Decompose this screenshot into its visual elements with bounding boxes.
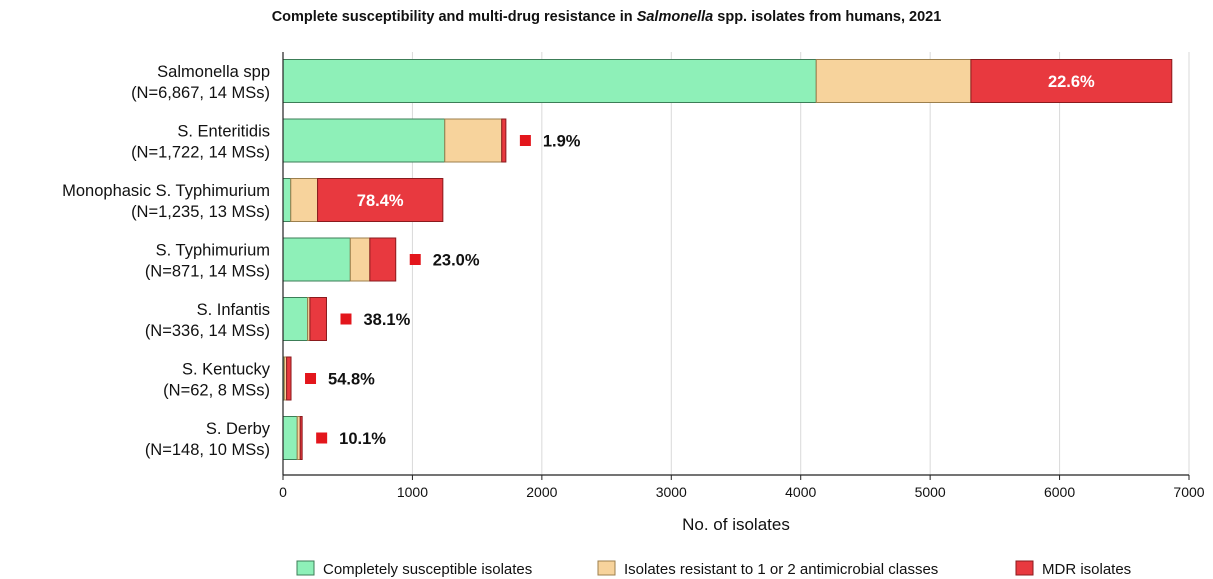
- mdr-marker: [305, 373, 316, 384]
- bar-segment: [287, 357, 291, 400]
- legend-item[interactable]: Isolates resistant to 1 or 2 antimicrobi…: [598, 561, 938, 578]
- category-detail: (N=871, 14 MSs): [145, 263, 270, 281]
- bar-segment: [283, 119, 445, 162]
- category-detail: (N=62, 8 MSs): [163, 382, 270, 400]
- bar-segment: [283, 238, 350, 281]
- mdr-percent-label: 54.8%: [328, 371, 375, 389]
- x-tick-label: 5000: [915, 484, 946, 500]
- x-tick-label: 6000: [1044, 484, 1075, 500]
- mdr-marker: [410, 254, 421, 265]
- mdr-percent-label: 10.1%: [339, 430, 386, 448]
- legend-swatch: [598, 561, 615, 575]
- x-tick-label: 1000: [397, 484, 428, 500]
- mdr-marker: [340, 314, 351, 325]
- bar-segment: [291, 179, 318, 222]
- mdr-percent-label: 23.0%: [433, 252, 480, 270]
- bar-segment: [283, 60, 816, 103]
- bar-segment: [283, 298, 308, 341]
- category-name: S. Typhimurium: [156, 242, 270, 260]
- gridlines: [412, 52, 1189, 475]
- legend[interactable]: Completely susceptible isolates Isolates …: [297, 561, 1131, 578]
- legend-item[interactable]: MDR isolates: [1016, 561, 1131, 578]
- bar-segment: [502, 119, 506, 162]
- legend-label: MDR isolates: [1042, 561, 1131, 578]
- bar-segment: [283, 417, 297, 460]
- x-tick-label: 7000: [1173, 484, 1204, 500]
- category-name: Salmonella spp: [157, 63, 270, 81]
- bar-segment: [445, 119, 502, 162]
- legend-swatch: [1016, 561, 1033, 575]
- bar-segment: [370, 238, 396, 281]
- mdr-marker: [520, 135, 531, 146]
- category-detail: (N=148, 10 MSs): [145, 441, 270, 459]
- legend-label: Completely susceptible isolates: [323, 561, 532, 578]
- bar-segment: [816, 60, 971, 103]
- x-tick-label: 0: [279, 484, 287, 500]
- category-labels: Salmonella spp (N=6,867, 14 MSs) S. Enteri…: [62, 63, 271, 459]
- bar-segment: [300, 417, 302, 460]
- category-name: S. Infantis: [197, 301, 270, 319]
- mdr-percent-label: 78.4%: [357, 192, 404, 210]
- category-name: S. Kentucky: [182, 361, 271, 379]
- bar-segment: [310, 298, 327, 341]
- bar-segment: [350, 238, 370, 281]
- mdr-percent-label: 38.1%: [363, 311, 410, 329]
- legend-item[interactable]: Completely susceptible isolates: [297, 561, 532, 578]
- mdr-percent-label: 22.6%: [1048, 73, 1095, 91]
- x-tick-label: 4000: [785, 484, 816, 500]
- bar-segment: [283, 179, 291, 222]
- mdr-marker: [316, 433, 327, 444]
- mdr-percent-label: 1.9%: [543, 133, 581, 151]
- category-detail: (N=336, 14 MSs): [145, 322, 270, 340]
- legend-swatch: [297, 561, 314, 575]
- x-tick-label: 2000: [526, 484, 557, 500]
- category-detail: (N=1,235, 13 MSs): [131, 203, 270, 221]
- category-name: Monophasic S. Typhimurium: [62, 182, 270, 200]
- category-detail: (N=1,722, 14 MSs): [131, 144, 270, 162]
- category-name: S. Derby: [206, 420, 271, 438]
- category-detail: (N=6,867, 14 MSs): [131, 84, 270, 102]
- legend-label: Isolates resistant to 1 or 2 antimicrobi…: [624, 561, 938, 578]
- x-tick-label: 3000: [656, 484, 687, 500]
- x-axis-title: No. of isolates: [682, 515, 790, 534]
- category-name: S. Enteritidis: [177, 123, 270, 141]
